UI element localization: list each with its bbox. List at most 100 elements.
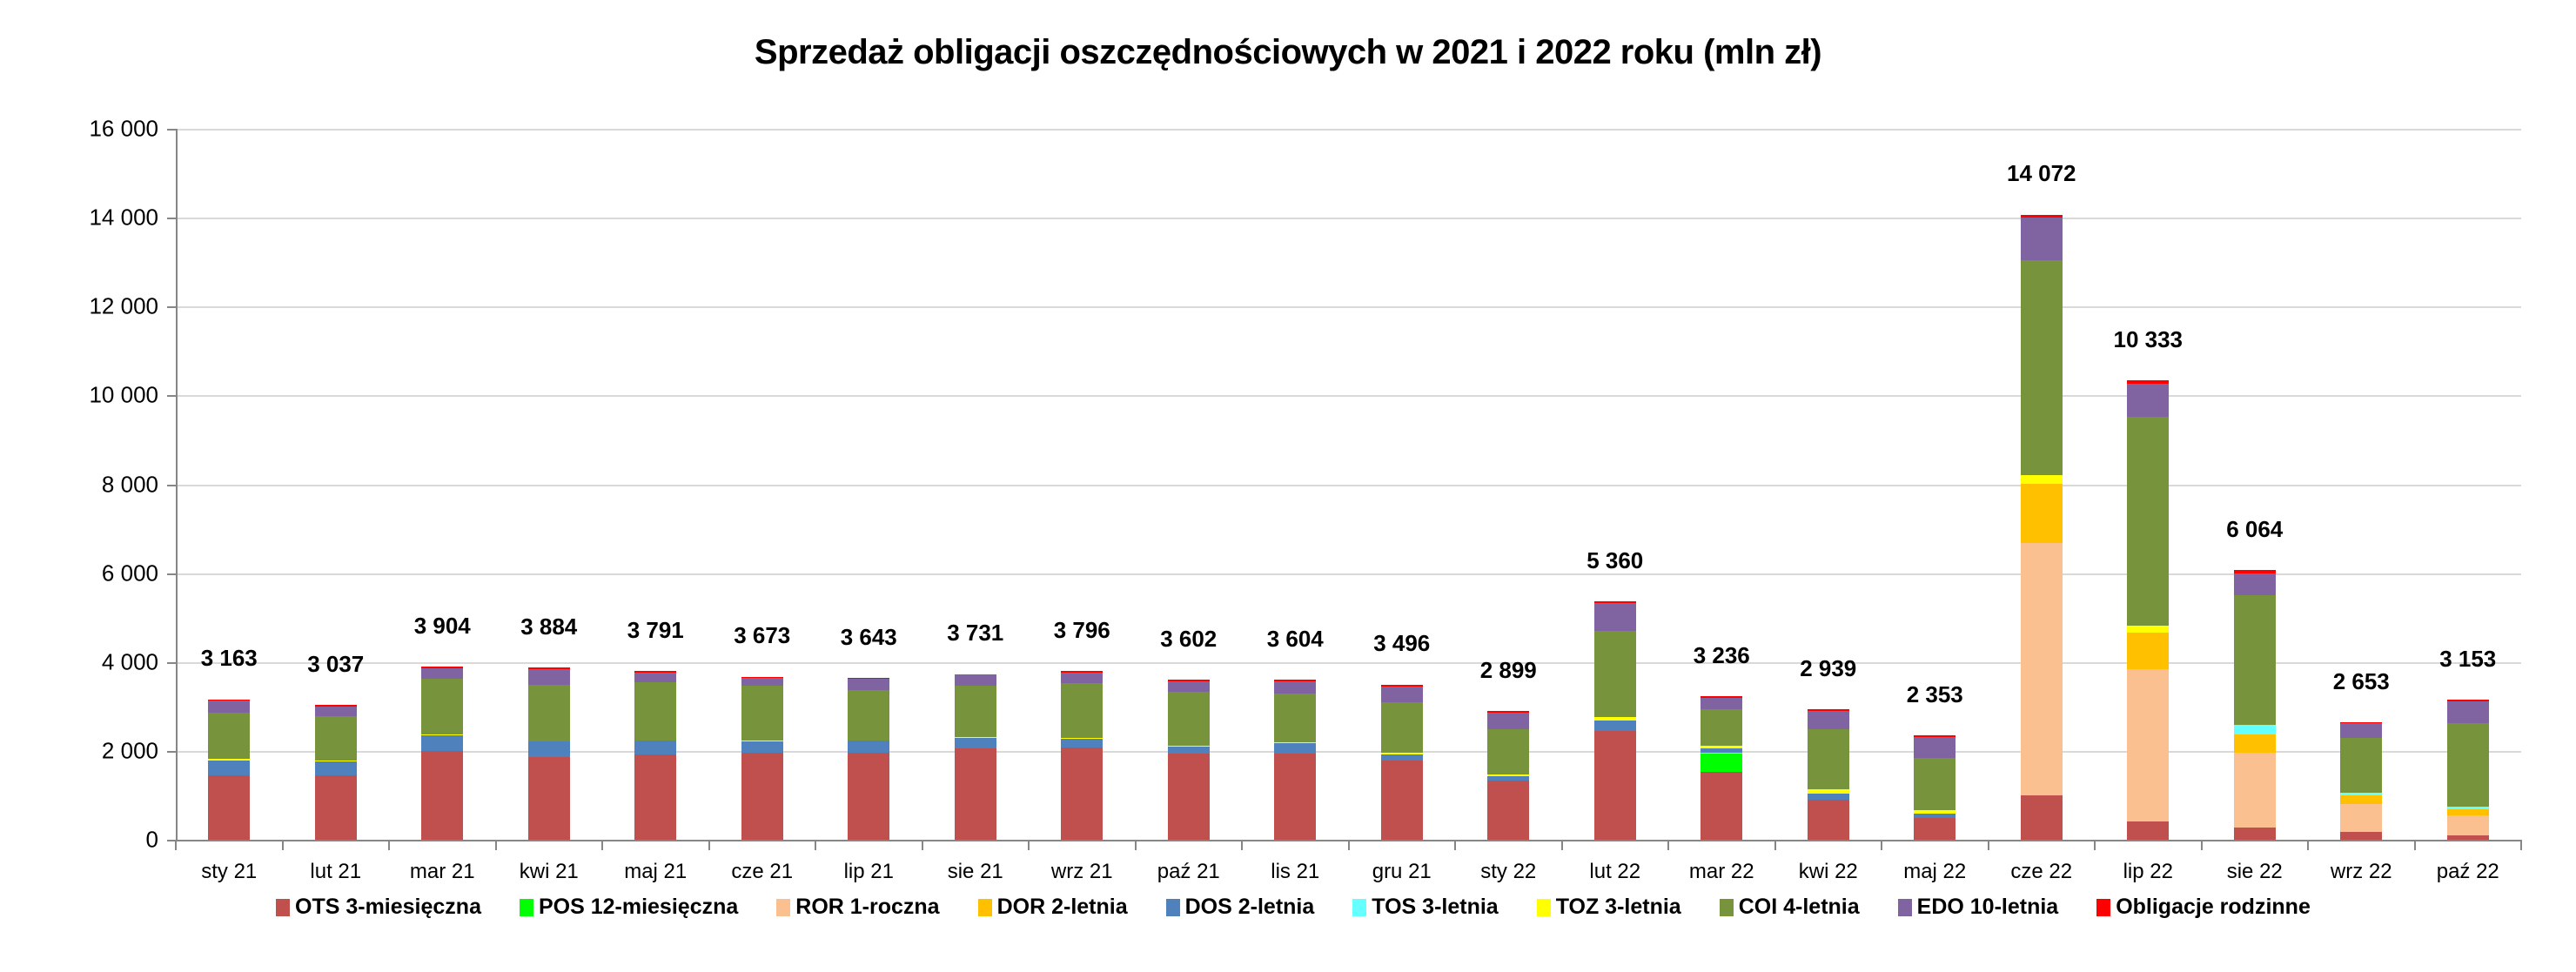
bar-segment-coi	[314, 715, 357, 761]
total-label: 2 653	[2332, 667, 2390, 694]
bar-segment-edo	[1593, 602, 1636, 632]
y-tick-label: 12 000	[89, 292, 158, 319]
x-tick	[601, 840, 603, 850]
bar-segment-obligacje	[954, 674, 996, 675]
bar-segment-edo	[848, 679, 890, 690]
plot-area: 0 2 000 4 000 6 000 8 000 10 000 12 000 14 000 1…	[89, 116, 2522, 883]
bar-segment-edo	[2233, 573, 2276, 595]
y-tick	[167, 129, 176, 131]
bar-segment-coi	[634, 681, 677, 741]
bar-segment-dos	[1167, 746, 1210, 754]
total-label: 6 064	[2226, 516, 2284, 543]
x-tick-label: sty 21	[201, 860, 258, 883]
total-label: 3 731	[947, 620, 1004, 647]
total-label: 3 163	[200, 645, 258, 672]
x-tick	[1347, 840, 1350, 850]
x-tick-label: mar 21	[409, 860, 475, 883]
bar-segment-dos	[741, 741, 783, 753]
bar-segment-coi	[1914, 758, 1956, 810]
bar-segment-toz	[1274, 742, 1317, 743]
bar-segment-edo	[634, 672, 677, 682]
stacked-bar	[1380, 129, 1423, 840]
legend-swatch-icon	[1719, 898, 1734, 916]
x-tick-label: lut 22	[1589, 860, 1641, 883]
bar-segment-pos	[1701, 753, 1743, 773]
bar-segment-dos	[1593, 720, 1636, 731]
gridline	[176, 218, 2521, 220]
bar-segment-dos	[1701, 748, 1743, 754]
bar-segment-edo	[2127, 384, 2170, 418]
total-label: 3 153	[2439, 645, 2497, 672]
stacked-bar	[208, 129, 251, 840]
legend-item[interactable]: OTS 3-miesięczna	[276, 895, 481, 920]
bar-segment-toz	[1593, 716, 1636, 721]
bar-segment-coi	[2127, 417, 2170, 627]
total-label: 3 236	[1693, 641, 1750, 668]
bar-segment-toz	[1807, 788, 1849, 794]
stacked-bar	[2127, 129, 2170, 840]
bar-segment-obligacje	[2020, 214, 2063, 218]
bar-segment-ots	[421, 750, 464, 840]
legend-swatch-icon	[776, 898, 791, 916]
x-tick-label: kwi 22	[1798, 860, 1858, 883]
bar-segment-coi	[2233, 594, 2276, 725]
stacked-bar	[2446, 129, 2489, 840]
bar-segment-edo	[421, 667, 464, 679]
stacked-bar	[1701, 129, 1743, 840]
x-tick	[708, 840, 710, 850]
bar-segment-tos	[2340, 793, 2383, 796]
x-tick-label: gru 21	[1372, 860, 1432, 883]
bar-segment-obligacje	[634, 671, 677, 673]
legend-swatch-icon	[1897, 898, 1912, 916]
legend-item[interactable]: Obligacje rodzinne	[2096, 895, 2311, 920]
x-tick-label: lis 21	[1271, 860, 1320, 883]
gridline	[176, 661, 2521, 664]
x-tick	[2413, 840, 2416, 850]
bar-segment-dos	[1380, 754, 1423, 761]
legend-swatch-icon	[1352, 898, 1367, 916]
bar-segment-coi	[208, 712, 251, 760]
legend-label: DOR 2-letnia	[996, 895, 1128, 919]
total-label: 5 360	[1587, 547, 1644, 574]
y-tick-label: 0	[145, 826, 158, 853]
bar-segment-coi	[1701, 708, 1743, 747]
bar-segment-dos	[421, 735, 464, 751]
bar-segment-ots	[1701, 772, 1743, 840]
legend-item[interactable]: POS 12-miesięczna	[519, 895, 738, 920]
legend-item[interactable]: ROR 1-roczna	[776, 895, 940, 920]
legend-swatch-icon	[1165, 898, 1180, 916]
bar-segment-dos	[1807, 793, 1849, 800]
legend-swatch-icon	[977, 898, 992, 916]
bar-segment-obligacje	[2340, 721, 2383, 724]
bar-segment-edo	[2446, 701, 2489, 724]
legend-item[interactable]: EDO 10-letnia	[1897, 895, 2058, 920]
bar-segment-edo	[2340, 723, 2383, 739]
legend-item[interactable]: DOS 2-letnia	[1165, 895, 1315, 920]
bar-segment-toz	[421, 734, 464, 736]
bar-segment-edo	[1487, 712, 1530, 729]
bar-segment-edo	[1807, 710, 1849, 729]
y-tick-label: 2 000	[101, 737, 158, 764]
bar-segment-obligacje	[1807, 708, 1849, 711]
legend-item[interactable]: TOS 3-letnia	[1352, 895, 1499, 920]
bar-segment-obligacje	[1167, 680, 1210, 681]
bar-segment-edo	[1701, 697, 1743, 709]
legend-item[interactable]: DOR 2-letnia	[977, 895, 1128, 920]
legend-item[interactable]: COI 4-letnia	[1719, 895, 1860, 920]
bar-segment-obligacje	[741, 676, 783, 678]
bar-segment-edo	[314, 706, 357, 716]
bar-segment-dos	[1061, 738, 1104, 747]
legend-swatch-icon	[519, 898, 533, 916]
legend-item[interactable]: TOZ 3-letnia	[1536, 895, 1681, 920]
legend-label: DOS 2-letnia	[1184, 895, 1315, 919]
bar-segment-coi	[1807, 728, 1849, 789]
total-label: 2 899	[1479, 656, 1537, 683]
x-tick-label: maj 22	[1903, 860, 1967, 883]
bar-segment-ots	[1487, 781, 1530, 840]
bar-segment-obligacje	[1914, 734, 1956, 737]
gridline	[176, 573, 2521, 575]
bar-segment-ror	[2340, 804, 2383, 832]
y-tick	[167, 573, 176, 575]
bar-segment-coi	[848, 689, 890, 741]
bar-segment-ots	[1167, 753, 1210, 840]
